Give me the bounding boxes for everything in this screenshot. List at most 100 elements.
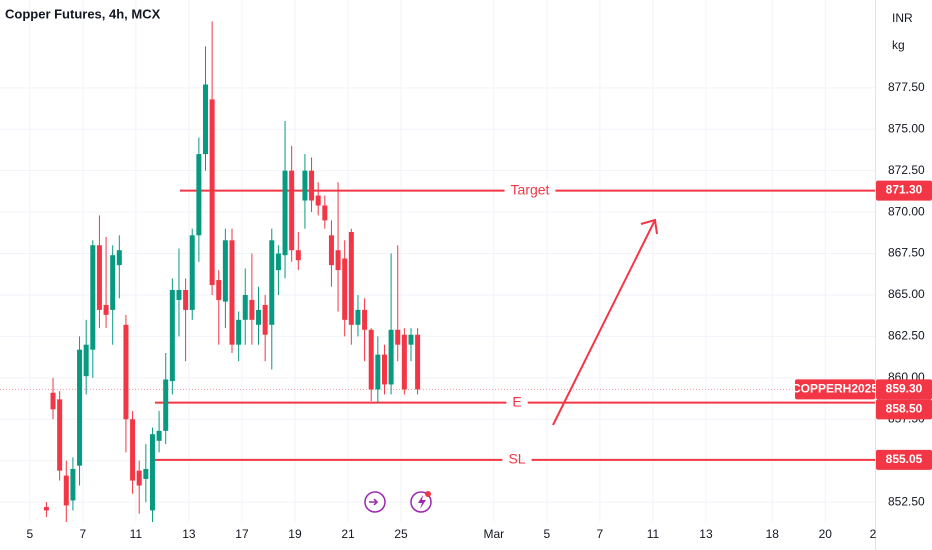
candle-body [83, 344, 89, 377]
y-tick-label: 872.50 [888, 163, 925, 177]
unit: kg [892, 38, 905, 52]
x-tick-label: Mar [484, 527, 505, 541]
level-label: E [512, 393, 521, 409]
candle-body [415, 334, 421, 390]
candle-body [388, 329, 394, 385]
grid [0, 0, 875, 522]
candle-body [309, 170, 315, 201]
x-tick-label: 11 [130, 527, 143, 541]
x-tick-label: 18 [766, 527, 780, 541]
candle-body [163, 379, 169, 431]
candle-body [342, 258, 348, 320]
candle-body [110, 255, 116, 310]
candle-body [269, 240, 275, 325]
level-label-bg [506, 393, 528, 412]
candle-body [395, 329, 401, 345]
x-tick-label: 13 [699, 527, 713, 541]
arrow-head [640, 218, 658, 235]
y-tick-label: 870.00 [888, 204, 925, 218]
candle-body [262, 304, 268, 335]
candle-body [169, 290, 175, 382]
y-tick-label: 862.50 [888, 329, 925, 343]
axis: 852.50855.00857.50860.00862.50865.00867.… [26, 80, 932, 541]
candle-body [236, 319, 242, 345]
level-label: SL [508, 451, 525, 467]
event-icons [364, 491, 432, 513]
x-tick-label: 19 [288, 527, 302, 541]
chart-title: Copper Futures, 4h, MCX [5, 6, 161, 21]
candle-body [355, 309, 361, 325]
price-badge-label: 855.05 [886, 452, 923, 466]
candle-body [401, 334, 407, 390]
candle-body [130, 419, 136, 481]
x-tick-label: 13 [182, 527, 196, 541]
y-tick-label: 865.00 [888, 287, 925, 301]
candle-body [249, 299, 255, 320]
candle-body [275, 253, 281, 271]
price-badge [876, 399, 932, 420]
y-tick-label: 867.50 [888, 246, 925, 260]
candle-body [322, 205, 328, 221]
candle-body [143, 468, 149, 479]
x-tick-label: 21 [341, 527, 355, 541]
y-tick-label: 875.00 [888, 121, 925, 135]
candle-body [77, 349, 83, 466]
candle-body [57, 399, 63, 471]
level-label-bg [502, 450, 532, 469]
symbol-badge-label: COPPERH2025 [792, 382, 878, 396]
x-tick-label: 17 [235, 527, 249, 541]
candle-body [229, 240, 235, 345]
candle-body [295, 250, 301, 261]
candle-body [282, 170, 288, 256]
candle-body [43, 507, 49, 511]
candle-body [196, 154, 202, 236]
currency: INR [892, 11, 913, 25]
x-tick-label: 2 [870, 527, 877, 541]
candle-body [183, 290, 189, 310]
x-tick-label: 25 [394, 527, 408, 541]
symbol-badge [795, 379, 875, 400]
candle-body [156, 430, 162, 441]
candle-body [408, 334, 414, 345]
candles [43, 21, 421, 522]
level-label: Target [511, 181, 550, 197]
candle-body [103, 304, 109, 315]
price-badge-label: 859.30 [886, 382, 923, 396]
level-label-bg [504, 181, 556, 200]
candle-body [368, 329, 374, 390]
price-badge-label: 871.30 [886, 183, 923, 197]
candle-body [149, 434, 155, 511]
candle-body [216, 280, 222, 300]
x-tick-label: 20 [819, 527, 833, 541]
event-icon-glyph [369, 498, 379, 506]
price-badge [876, 379, 932, 400]
candle-body [96, 245, 102, 310]
candle-body [176, 290, 182, 300]
price-badge [876, 180, 932, 201]
candle-body [315, 195, 321, 206]
candle-body [116, 250, 122, 266]
event-icon-dot [425, 491, 431, 497]
candle-body [209, 99, 215, 286]
candle-body [328, 235, 334, 266]
candle-body [136, 470, 142, 486]
price-badge [876, 449, 932, 470]
y-tick-label: 852.50 [888, 494, 925, 508]
candle-body [362, 309, 368, 330]
candle-body [50, 392, 56, 410]
candle-body [256, 309, 262, 325]
candle-body [375, 354, 381, 390]
x-tick-label: 11 [647, 527, 660, 541]
arrow-shaft [552, 219, 656, 426]
x-tick-label: 7 [597, 527, 604, 541]
candle-body [381, 354, 387, 385]
candle-body [348, 232, 354, 325]
x-tick-label: 5 [26, 527, 33, 541]
price-badge-label: 858.50 [886, 402, 923, 416]
x-tick-label: 5 [544, 527, 551, 541]
candle-body [70, 468, 76, 501]
candle-body [63, 475, 69, 506]
candle-body [222, 240, 228, 302]
